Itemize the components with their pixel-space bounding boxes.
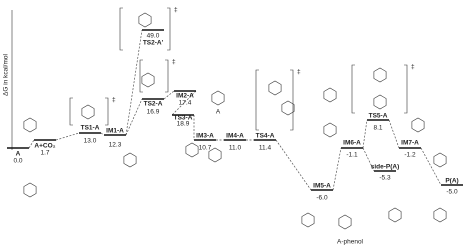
connector	[332, 147, 342, 191]
state-name: TS4-A	[256, 133, 275, 140]
molecule	[338, 214, 352, 230]
state-energy: 18.9	[177, 121, 190, 128]
state-energy: 13.0	[84, 138, 97, 145]
molecule	[281, 100, 295, 116]
molecule	[373, 67, 387, 83]
state-energy: 11.0	[229, 145, 242, 152]
ts-mark: ‡	[297, 69, 301, 76]
state-name: IM1-A	[106, 128, 124, 135]
state-energy: -6.0	[316, 195, 328, 202]
state-name: IM2-A	[176, 93, 194, 100]
connector	[171, 90, 197, 116]
connector	[275, 139, 312, 191]
state-energy: 12.3	[109, 142, 122, 149]
molecule	[123, 152, 137, 168]
molecule	[208, 147, 222, 163]
connector	[55, 132, 80, 141]
state-energy: 1.7	[40, 150, 49, 157]
connector	[388, 119, 400, 149]
molecule	[23, 117, 37, 133]
state-energy: 8.1	[373, 125, 382, 132]
state-name: TS2-A'	[143, 40, 164, 47]
molecule	[23, 182, 37, 198]
state-name: TS3-A	[174, 115, 193, 122]
molecule	[388, 207, 402, 223]
connector	[100, 132, 105, 136]
ts-mark: ‡	[112, 97, 116, 104]
connector	[163, 90, 175, 100]
state-name: P(A)	[445, 178, 458, 185]
molecule	[323, 87, 337, 103]
connector	[125, 98, 143, 136]
ts-bracket	[255, 69, 294, 131]
ts-bracket	[69, 97, 109, 126]
state-energy: 16.9	[147, 109, 160, 116]
molecule	[433, 207, 447, 223]
axis-label: ΔG in kcal/mol	[3, 53, 10, 95]
state-energy: -5.3	[379, 175, 391, 182]
state-energy: 11.4	[259, 145, 272, 152]
molecule	[211, 90, 225, 106]
state-name: IM4-A	[226, 133, 244, 140]
state-energy: 17.4	[179, 100, 192, 107]
molecule	[433, 152, 447, 168]
ts-bracket	[139, 59, 169, 93]
connector	[28, 139, 35, 149]
molecule	[323, 122, 337, 138]
molecule-label: A	[216, 109, 221, 116]
state-name: A+CO₂	[34, 143, 55, 150]
state-energy: -1.1	[346, 152, 358, 159]
molecule	[81, 104, 95, 120]
state-name: TS1-A	[81, 125, 100, 132]
ts-mark: ‡	[172, 59, 176, 66]
state-name: side-P(A)	[371, 164, 400, 171]
connector	[362, 147, 375, 172]
molecule	[138, 12, 152, 28]
state-energy: -5.0	[446, 189, 458, 196]
molecule	[185, 142, 199, 158]
connector	[362, 119, 368, 149]
state-name: IM5-A	[313, 183, 331, 190]
state-name: TS5-A	[369, 113, 388, 120]
state-energy: 0.0	[13, 158, 22, 165]
state-name: TS2-A	[144, 101, 163, 108]
ts-bracket	[351, 64, 408, 114]
state-name: A	[16, 151, 21, 158]
molecule	[301, 212, 315, 228]
molecule	[373, 94, 387, 110]
connector	[125, 29, 143, 136]
state-energy: -1.2	[404, 152, 416, 159]
molecule	[411, 117, 425, 133]
state-name: IM3-A	[196, 133, 214, 140]
state-energy: 10.7	[199, 145, 212, 152]
ts-mark: ‡	[174, 7, 178, 14]
molecule	[141, 72, 155, 88]
state-energy: 49.0	[147, 33, 160, 40]
molecule	[268, 80, 282, 96]
connector	[420, 147, 442, 186]
ts-mark: ‡	[411, 64, 415, 71]
state-name: IM7-A	[401, 140, 419, 147]
molecule-label: A-phenol	[337, 239, 364, 246]
ts-bracket	[119, 7, 171, 51]
state-name: IM6-A	[343, 140, 361, 147]
